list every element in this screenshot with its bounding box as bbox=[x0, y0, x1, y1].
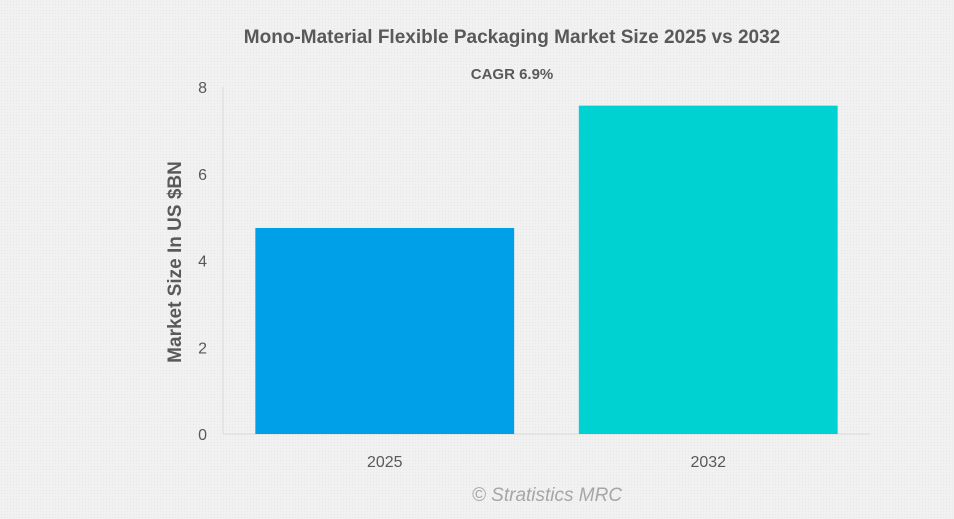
x-tick-label: 2025 bbox=[367, 454, 403, 471]
y-tick-label: 2 bbox=[198, 340, 207, 357]
y-tick-label: 8 bbox=[198, 80, 207, 97]
y-axis-label: Market Size In US $BN bbox=[165, 161, 186, 363]
watermark: © Stratistics MRC bbox=[472, 485, 622, 506]
bar-2032 bbox=[578, 105, 838, 435]
x-tick-label: 2032 bbox=[690, 454, 726, 471]
bar-2025 bbox=[255, 227, 515, 434]
y-tick-label: 6 bbox=[198, 167, 207, 184]
y-axis-ticks: 0 2 4 6 8 bbox=[198, 80, 207, 444]
y-tick-label: 4 bbox=[198, 254, 207, 271]
bars-group bbox=[255, 105, 838, 435]
cagr-annotation: CAGR 6.9% bbox=[471, 66, 554, 83]
x-axis-ticks: 2025 2032 bbox=[367, 454, 726, 471]
chart-title: Mono-Material Flexible Packaging Market … bbox=[244, 27, 780, 48]
y-tick-label: 0 bbox=[198, 427, 207, 444]
